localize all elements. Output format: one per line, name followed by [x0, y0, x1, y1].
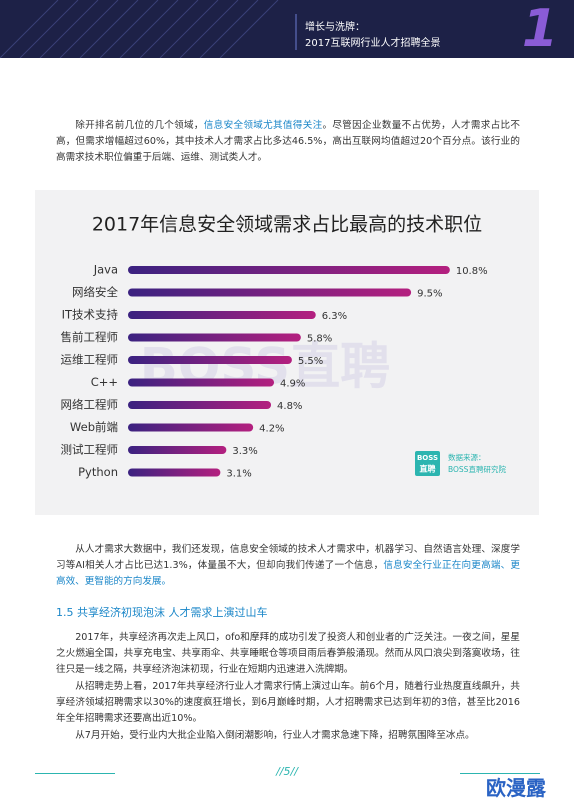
bar	[128, 266, 450, 274]
chart-watermark: BOSS直聘	[140, 338, 390, 396]
category-label: 运维工程师	[61, 353, 119, 367]
chart: 2017年信息安全领域需求占比最高的技术职位 BOSS直聘 BOSS 直聘 数据…	[61, 214, 507, 480]
value-label: 10.8%	[456, 266, 488, 277]
bar	[128, 311, 316, 319]
paragraph: 从招聘走势上看，2017年共享经济行业人才需求行情上演过山车。前6个月，随着行业…	[56, 681, 520, 724]
value-label: 9.5%	[417, 289, 442, 300]
header-pattern	[0, 0, 279, 58]
bar	[128, 401, 272, 409]
category-label: 测试工程师	[61, 443, 119, 457]
watermark: 欧漫露	[486, 776, 546, 800]
category-label: Web前端	[70, 420, 118, 434]
chapter-number: 1	[522, 0, 558, 58]
category-label: 网络安全	[72, 285, 118, 299]
bar	[128, 356, 292, 364]
footer-rule	[35, 773, 115, 774]
category-label: C++	[91, 375, 118, 389]
footer-rule	[460, 773, 540, 774]
chart-title: 2017年信息安全领域需求占比最高的技术职位	[92, 214, 482, 236]
section-heading: 1.5 共享经济初现泡沫 人才需求上演过山车	[56, 606, 268, 619]
value-label: 3.3%	[232, 446, 257, 457]
paragraph: 除开排名前几位的几个领域，信息安全领域尤其值得关注。尽管因企业数量不占优势，人才…	[56, 118, 520, 166]
text: 除开排名前几位的几个领域，	[75, 120, 204, 131]
category-label: 售前工程师	[61, 330, 119, 344]
bar	[128, 288, 412, 297]
highlight: 信息安全领域尤其值得关注	[203, 120, 323, 131]
page-number: //5//	[276, 765, 298, 778]
value-label: 5.5%	[298, 356, 323, 367]
category-label: Java	[93, 263, 118, 277]
source: BOSS直聘研究院	[448, 464, 506, 474]
logo	[415, 451, 440, 476]
text: 从人才需求大数据中，我们还发现，信息安全领域的技术人才需求中，机器学习、自然语言…	[56, 544, 520, 571]
category-label: 网络工程师	[61, 398, 119, 412]
source-label: 数据来源：	[448, 452, 486, 462]
bar	[128, 378, 275, 387]
header: 增长与洗牌： 2017互联网行业人才招聘全景 1	[0, 0, 574, 58]
text: 。尽管因企业数量不占优势，人才需求占比不高，但需求增幅超过60%，其中技术人才需…	[56, 120, 521, 163]
value-label: 6.3%	[322, 311, 347, 322]
value-label: 4.2%	[259, 424, 284, 435]
value-label: 4.9%	[280, 379, 305, 390]
header-art: 增长与洗牌： 2017互联网行业人才招聘全景 1	[0, 0, 558, 58]
bar	[128, 468, 221, 477]
bar	[128, 446, 227, 454]
paragraph: 从人才需求大数据中，我们还发现，信息安全领域的技术人才需求中，机器学习、自然语言…	[56, 542, 520, 590]
logo-text: 直聘	[420, 464, 436, 474]
value-label: 3.1%	[226, 469, 251, 480]
header-title: 增长与洗牌：	[305, 20, 365, 33]
paragraph: 从7月开始，受行业内大批企业陷入倒闭潮影响，行业人才需求急速下降，招聘氛围降至冰…	[75, 730, 475, 741]
value-label: 4.8%	[277, 401, 302, 412]
logo-text: BOSS	[417, 454, 438, 462]
chart-panel: 2017年信息安全领域需求占比最高的技术职位 BOSS直聘 BOSS 直聘 数据…	[35, 190, 539, 515]
value-label: 5.8%	[307, 334, 332, 345]
paragraph: 2017年，共享经济再次走上风口，ofo和摩拜的成功引发了投资人和创业者的广泛关…	[56, 632, 520, 675]
category-label: IT技术支持	[62, 308, 119, 322]
highlight: 信息安全行业正在向更高端、更高效、更智能的方向发展。	[56, 560, 520, 587]
header-subtitle: 2017互联网行业人才招聘全景	[305, 36, 440, 49]
category-label: Python	[78, 465, 118, 479]
bar	[128, 333, 301, 342]
bar	[128, 423, 254, 432]
